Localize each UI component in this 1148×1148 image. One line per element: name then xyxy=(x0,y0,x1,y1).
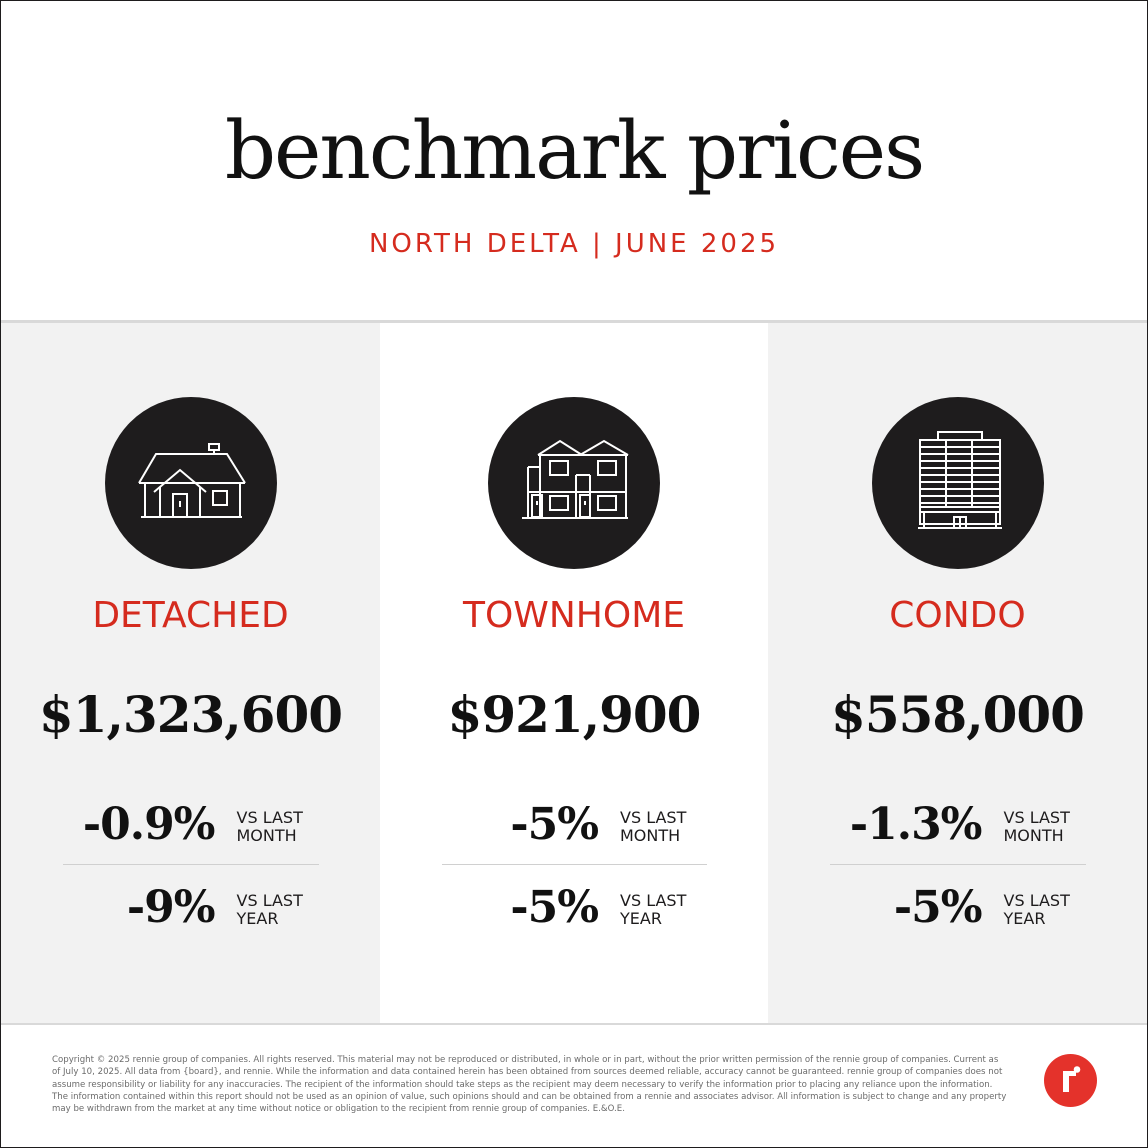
page-subtitle: NORTH DELTA | JUNE 2025 xyxy=(368,229,780,259)
townhome-panel: TOWNHOME $921,900 -5% VS LAST MONTH -5% … xyxy=(380,323,768,1023)
vs-last-year-label: VS LAST YEAR xyxy=(1003,891,1070,928)
copyright-disclaimer: Copyright © 2025 rennie group of compani… xyxy=(52,1055,1007,1115)
stat-divider xyxy=(442,864,707,865)
townhome-icon xyxy=(488,397,660,569)
vs-last-month-label: VS LAST MONTH xyxy=(236,808,303,845)
vs-last-month-label: VS LAST MONTH xyxy=(1003,808,1070,845)
footer-divider xyxy=(1,1023,1147,1025)
page-title: benchmark prices xyxy=(224,104,925,197)
vs-last-month-label: VS LAST MONTH xyxy=(620,808,687,845)
benchmark-price: $921,900 xyxy=(447,685,702,744)
vs-last-year-row: -5% VS LAST YEAR xyxy=(380,880,768,940)
condo-panel: CONDO $558,000 -1.3% VS LAST MONTH -5% V… xyxy=(768,323,1147,1023)
stat-divider xyxy=(63,864,319,865)
detached-panel: DETACHED $1,323,600 -0.9% VS LAST MONTH … xyxy=(1,323,380,1023)
category-label: DETACHED xyxy=(92,595,289,636)
header: benchmark prices NORTH DELTA | JUNE 2025 xyxy=(1,1,1147,321)
vs-last-month-value: -1.3% xyxy=(849,799,983,850)
vs-last-month-row: -0.9% VS LAST MONTH xyxy=(1,797,380,857)
vs-last-year-row: -5% VS LAST YEAR xyxy=(768,880,1147,940)
vs-last-month-row: -1.3% VS LAST MONTH xyxy=(768,797,1147,857)
vs-last-month-value: -5% xyxy=(510,799,599,850)
rennie-logo-icon xyxy=(1044,1054,1097,1107)
vs-last-month-value: -0.9% xyxy=(82,799,216,850)
condo-building-icon xyxy=(871,397,1044,569)
vs-last-year-row: -9% VS LAST YEAR xyxy=(1,880,380,940)
benchmark-price: $558,000 xyxy=(831,685,1085,744)
stat-divider xyxy=(830,864,1086,865)
header-divider xyxy=(1,320,1147,323)
benchmark-price: $1,323,600 xyxy=(38,685,343,744)
house-icon xyxy=(104,397,277,569)
category-label: CONDO xyxy=(889,595,1026,636)
vs-last-month-row: -5% VS LAST MONTH xyxy=(380,797,768,857)
vs-last-year-value: -9% xyxy=(126,882,216,933)
footer: Copyright © 2025 rennie group of compani… xyxy=(1,1025,1147,1147)
vs-last-year-value: -5% xyxy=(510,882,599,933)
vs-last-year-value: -5% xyxy=(893,882,983,933)
vs-last-year-label: VS LAST YEAR xyxy=(620,891,687,928)
category-label: TOWNHOME xyxy=(462,595,686,636)
vs-last-year-label: VS LAST YEAR xyxy=(236,891,303,928)
